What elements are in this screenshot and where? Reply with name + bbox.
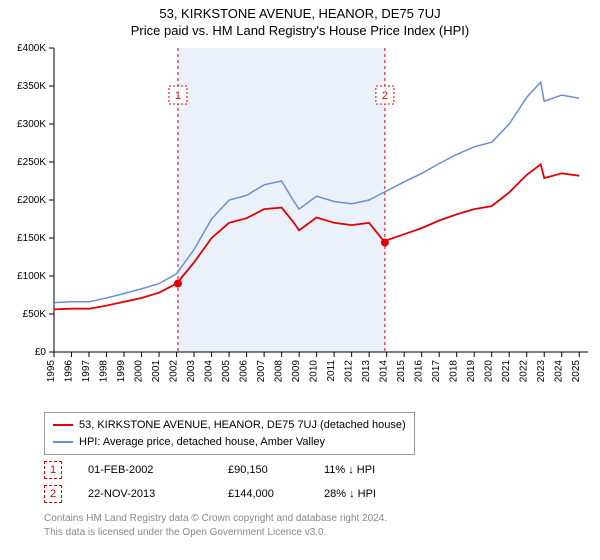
legend-item: 53, KIRKSTONE AVENUE, HEANOR, DE75 7UJ (… [53,417,406,434]
marker-row: 2 22-NOV-2013 £144,000 28% ↓ HPI [44,482,464,506]
chart-legend: 53, KIRKSTONE AVENUE, HEANOR, DE75 7UJ (… [44,412,415,455]
svg-text:2013: 2013 [361,360,372,383]
svg-text:2019: 2019 [466,360,477,383]
svg-text:1: 1 [175,90,181,102]
footer-copyright: Contains HM Land Registry data © Crown c… [44,512,387,539]
svg-text:£0: £0 [35,347,47,358]
svg-text:£400K: £400K [17,43,46,54]
legend-label: HPI: Average price, detached house, Ambe… [79,434,325,451]
svg-text:2021: 2021 [501,360,512,383]
svg-text:2001: 2001 [151,360,162,383]
svg-text:2022: 2022 [519,360,530,383]
svg-text:2007: 2007 [256,360,267,383]
svg-text:1995: 1995 [46,360,57,383]
svg-text:2009: 2009 [291,360,302,383]
svg-text:2025: 2025 [571,360,582,383]
svg-text:2015: 2015 [396,360,407,383]
svg-text:£150K: £150K [17,233,46,244]
svg-text:1996: 1996 [64,360,75,383]
footer-line: Contains HM Land Registry data © Crown c… [44,512,387,526]
legend-swatch [53,424,73,426]
svg-text:£200K: £200K [17,195,46,206]
marker-id: 2 [50,488,56,500]
chart-title-sub: Price paid vs. HM Land Registry's House … [0,23,600,38]
chart-svg: £0 £50K £100K £150K £200K £250K £300K £350K £400… [6,42,594,402]
svg-text:2018: 2018 [449,360,460,383]
chart-area: £0 £50K £100K £150K £200K £250K £300K £350K £400… [6,42,594,402]
svg-text:2017: 2017 [431,360,442,383]
svg-text:2020: 2020 [484,360,495,383]
marker-delta: 11% ↓ HPI [324,464,464,476]
svg-text:2016: 2016 [414,360,425,383]
svg-text:1997: 1997 [81,360,92,383]
chart-title-block: 53, KIRKSTONE AVENUE, HEANOR, DE75 7UJ P… [0,0,600,38]
svg-text:1999: 1999 [116,360,127,383]
svg-text:£350K: £350K [17,81,46,92]
legend-item: HPI: Average price, detached house, Ambe… [53,434,406,451]
svg-text:2011: 2011 [326,360,337,382]
legend-swatch [53,441,73,443]
marker-price: £144,000 [228,488,324,500]
svg-text:2004: 2004 [204,360,215,383]
svg-text:2000: 2000 [134,360,145,383]
chart-title-main: 53, KIRKSTONE AVENUE, HEANOR, DE75 7UJ [0,6,600,21]
svg-text:2006: 2006 [239,360,250,383]
svg-text:2003: 2003 [186,360,197,383]
svg-text:2008: 2008 [274,360,285,383]
svg-text:£100K: £100K [17,271,46,282]
svg-text:£50K: £50K [23,309,47,320]
marker-badge: 2 [44,485,62,503]
marker-delta: 28% ↓ HPI [324,488,464,500]
svg-text:2010: 2010 [309,360,320,383]
svg-text:£300K: £300K [17,119,46,130]
svg-text:2012: 2012 [344,360,355,383]
legend-label: 53, KIRKSTONE AVENUE, HEANOR, DE75 7UJ (… [79,417,406,434]
marker-badge: 1 [44,461,62,479]
marker-date: 01-FEB-2002 [62,464,228,476]
svg-text:2002: 2002 [169,360,180,383]
marker-id: 1 [50,464,56,476]
svg-text:1998: 1998 [99,360,110,383]
marker-table: 1 01-FEB-2002 £90,150 11% ↓ HPI 2 22-NOV… [44,458,464,506]
svg-text:2024: 2024 [554,360,565,383]
svg-text:£250K: £250K [17,157,46,168]
svg-text:2005: 2005 [221,360,232,383]
marker-row: 1 01-FEB-2002 £90,150 11% ↓ HPI [44,458,464,482]
svg-text:2023: 2023 [536,360,547,383]
marker-date: 22-NOV-2013 [62,488,228,500]
svg-text:2014: 2014 [379,360,390,383]
svg-text:2: 2 [382,90,388,102]
marker-price: £90,150 [228,464,324,476]
footer-line: This data is licensed under the Open Gov… [44,526,387,540]
page-root: 53, KIRKSTONE AVENUE, HEANOR, DE75 7UJ P… [0,0,600,560]
